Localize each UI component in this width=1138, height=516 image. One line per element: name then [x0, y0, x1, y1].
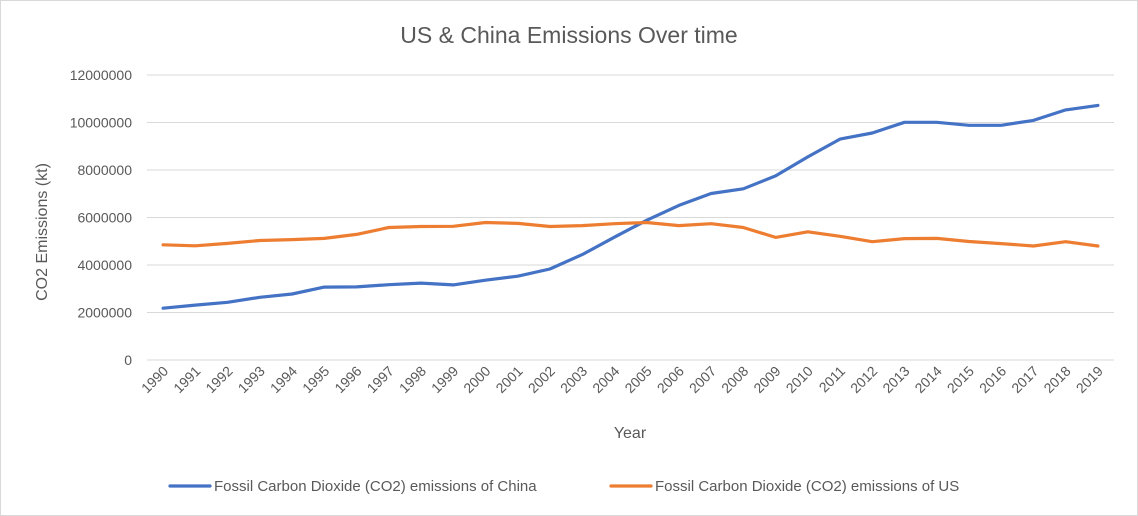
- x-tick-label: 2018: [1040, 363, 1073, 396]
- x-tick-label: 1997: [364, 363, 397, 396]
- chart-title: US & China Emissions Over time: [400, 22, 737, 48]
- legend-label: Fossil Carbon Dioxide (CO2) emissions of…: [655, 478, 959, 495]
- x-tick-label: 1996: [331, 363, 364, 396]
- x-tick-label: 2005: [621, 363, 654, 396]
- x-tick-label: 2009: [750, 363, 783, 396]
- x-tick-label: 2004: [589, 363, 622, 396]
- y-tick-label: 8000000: [77, 162, 132, 178]
- y-tick-label: 4000000: [77, 257, 132, 273]
- gridlines: [147, 74, 1114, 361]
- y-axis-ticks: 0 2000000 4000000 6000000 8000000 10000000 120…: [70, 67, 133, 368]
- x-tick-label: 1999: [428, 363, 461, 396]
- x-tick-label: 2014: [911, 363, 944, 396]
- y-tick-label: 12000000: [70, 67, 133, 83]
- legend: Fossil Carbon Dioxide (CO2) emissions of…: [168, 478, 959, 495]
- series-line-us: [161, 220, 1100, 248]
- x-tick-label: 2016: [976, 363, 1009, 396]
- x-tick-label: 1993: [235, 363, 268, 396]
- x-tick-label: 2013: [879, 363, 912, 396]
- x-tick-label: 2000: [460, 363, 493, 396]
- x-tick-label: 2006: [654, 363, 687, 396]
- x-tick-label: 2017: [1008, 363, 1041, 396]
- y-tick-label: 6000000: [77, 210, 132, 226]
- x-tick-label: 2011: [816, 363, 849, 396]
- x-tick-label: 2008: [718, 363, 751, 396]
- x-axis-ticks: 1990199119921993199419951996199719981999…: [138, 363, 1106, 396]
- x-tick-label: 2012: [847, 363, 880, 396]
- x-tick-label: 2001: [492, 363, 525, 396]
- x-tick-label: 2015: [944, 363, 977, 396]
- x-tick-label: 1998: [396, 363, 429, 396]
- x-tick-label: 1995: [299, 363, 332, 396]
- x-tick-label: 2010: [783, 363, 816, 396]
- x-tick-label: 1994: [267, 363, 300, 396]
- series-line-china: [161, 103, 1100, 310]
- x-tick-label: 1991: [170, 363, 203, 396]
- x-axis-title: Year: [614, 425, 647, 442]
- x-tick-label: 2007: [686, 363, 719, 396]
- y-tick-label: 2000000: [77, 305, 132, 321]
- legend-label: Fossil Carbon Dioxide (CO2) emissions of…: [214, 478, 537, 495]
- x-tick-label: 1990: [138, 363, 171, 396]
- y-axis-title: CO2 Emissions (kt): [34, 163, 51, 301]
- y-tick-label: 0: [124, 352, 132, 368]
- x-tick-label: 2002: [525, 363, 558, 396]
- x-tick-label: 2003: [557, 363, 590, 396]
- series-lines: [161, 103, 1100, 310]
- x-tick-label: 2019: [1073, 363, 1106, 396]
- x-tick-label: 1992: [202, 363, 235, 396]
- y-tick-label: 10000000: [70, 115, 133, 131]
